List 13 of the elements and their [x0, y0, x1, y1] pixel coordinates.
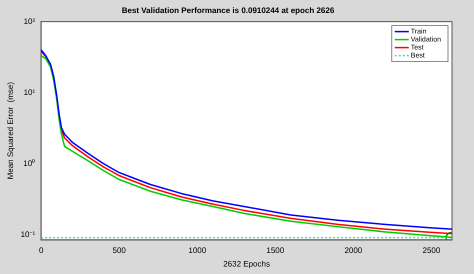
x-tick-label: 0 [38, 246, 44, 255]
x-tick-label: 1500 [266, 246, 285, 255]
y-axis-title: Mean Squared Error (mse) [6, 82, 16, 180]
x-tick-label: 2500 [422, 246, 441, 255]
y-tick-label: 10⁰ [23, 158, 36, 168]
x-axis-title: 2632 Epochs [223, 259, 270, 268]
x-tick-label: 2000 [344, 246, 363, 255]
x-tick-label: 500 [112, 246, 126, 255]
y-tick-label: 10¹ [24, 88, 36, 97]
chart-title: Best Validation Performance is 0.0910244 at epoch 2626 [122, 6, 335, 16]
x-tick-label: 1000 [188, 246, 207, 255]
y-tick-label: 10² [24, 16, 36, 26]
y-tick-label: 10⁻¹ [20, 230, 36, 239]
